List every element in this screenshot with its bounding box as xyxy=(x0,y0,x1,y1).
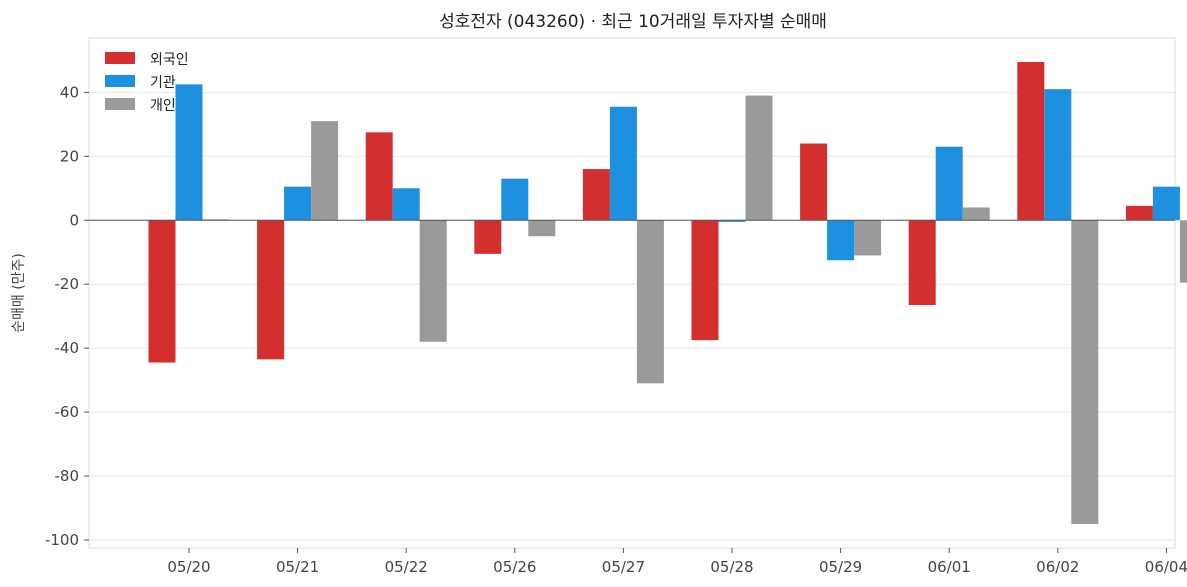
y-tick-label: 20 xyxy=(60,147,79,165)
bar-외국인-05/22 xyxy=(365,132,393,221)
y-tick-label: -20 xyxy=(55,275,80,293)
x-tick-label: 05/27 xyxy=(602,558,645,576)
bar-기관-05/28 xyxy=(718,220,746,222)
bar-개인-05/27 xyxy=(636,220,664,384)
bar-외국인-05/28 xyxy=(691,220,719,341)
bar-개인-06/04 xyxy=(1179,220,1187,283)
x-tick-label: 06/04 xyxy=(1145,558,1187,576)
x-tick-label: 06/02 xyxy=(1036,558,1079,576)
x-tick-label: 05/29 xyxy=(819,558,862,576)
x-tick-label: 05/21 xyxy=(276,558,319,576)
bar-기관-05/27 xyxy=(609,106,637,221)
y-tick-label: 0 xyxy=(69,211,79,229)
bar-개인-05/26 xyxy=(528,220,556,237)
bar-개인-06/01 xyxy=(962,207,990,221)
bar-기관-05/29 xyxy=(827,220,855,261)
bar-외국인-06/04 xyxy=(1125,205,1153,221)
bar-개인-05/22 xyxy=(419,220,447,342)
bar-외국인-06/02 xyxy=(1017,61,1045,221)
y-axis-ticks: 40 20 0 -20 -40 -60 -80 -100 xyxy=(45,83,89,549)
bar-개인-06/02 xyxy=(1071,220,1099,525)
bar-기관-06/04 xyxy=(1152,186,1180,221)
bar-외국인-05/27 xyxy=(582,169,610,221)
bar-외국인-05/20 xyxy=(148,220,176,363)
y-tick-label: -40 xyxy=(55,339,80,357)
bars xyxy=(148,61,1187,525)
legend-label: 외국인 xyxy=(150,52,189,68)
y-tick-label: 40 xyxy=(60,83,79,101)
x-tick-label: 05/26 xyxy=(493,558,536,576)
y-tick-label: -60 xyxy=(55,403,80,421)
x-tick-label: 05/22 xyxy=(385,558,428,576)
legend-swatch xyxy=(105,98,135,110)
bar-기관-06/02 xyxy=(1044,89,1072,221)
legend-swatch xyxy=(105,52,135,64)
chart-title: 성호전자 (043260) · 최근 10거래일 투자자별 순매매 xyxy=(439,12,827,32)
legend-swatch xyxy=(105,75,135,87)
legend-label: 기관 xyxy=(150,75,176,91)
y-tick-label: -100 xyxy=(45,531,79,549)
bar-외국인-06/01 xyxy=(908,220,936,305)
bar-기관-06/01 xyxy=(935,146,963,221)
bar-기관-05/22 xyxy=(392,188,420,221)
bar-개인-05/21 xyxy=(311,121,339,221)
x-axis-ticks: 05/20 05/21 05/22 05/26 05/27 05/28 05/29 06/01… xyxy=(167,548,1187,576)
bar-기관-05/20 xyxy=(175,84,203,221)
bar-개인-05/29 xyxy=(854,220,882,256)
bar-외국인-05/26 xyxy=(474,220,502,254)
legend-label: 개인 xyxy=(150,98,176,114)
bar-외국인-05/29 xyxy=(800,143,828,221)
bar-기관-05/21 xyxy=(284,186,312,221)
y-axis-label: 순매매 (만주) xyxy=(11,253,27,333)
bar-외국인-05/21 xyxy=(257,220,285,360)
x-tick-label: 05/28 xyxy=(710,558,753,576)
x-tick-label: 06/01 xyxy=(928,558,971,576)
bar-기관-05/26 xyxy=(501,178,529,221)
y-tick-label: -80 xyxy=(55,467,80,485)
bar-개인-05/28 xyxy=(745,95,773,221)
x-tick-label: 05/20 xyxy=(167,558,210,576)
